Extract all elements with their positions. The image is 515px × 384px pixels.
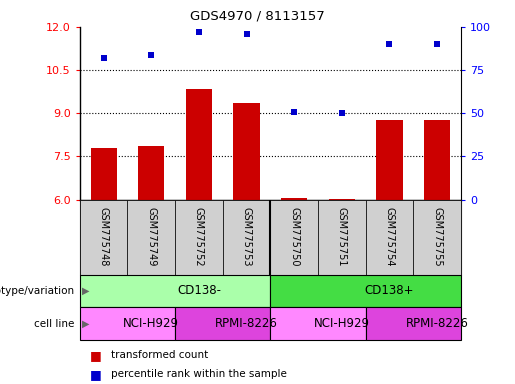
Text: CD138-: CD138- [177, 285, 221, 297]
Bar [233, 103, 260, 200]
Text: GSM775748: GSM775748 [99, 207, 109, 267]
Point [147, 51, 156, 58]
Text: GDS4970 / 8113157: GDS4970 / 8113157 [190, 10, 325, 23]
Bar [186, 89, 212, 200]
Text: GSM775753: GSM775753 [242, 207, 251, 267]
Point [99, 55, 108, 61]
Text: ■: ■ [90, 368, 102, 381]
Text: NCI-H929: NCI-H929 [314, 317, 370, 330]
Text: CD138+: CD138+ [365, 285, 414, 297]
Text: GSM775755: GSM775755 [432, 207, 442, 267]
Point [290, 109, 298, 115]
Bar [376, 121, 403, 200]
Text: GSM775752: GSM775752 [194, 207, 204, 267]
Text: genotype/variation: genotype/variation [0, 286, 75, 296]
Bar [175, 200, 222, 275]
Point [243, 31, 251, 37]
Text: ▶: ▶ [82, 318, 90, 329]
Text: transformed count: transformed count [111, 350, 208, 360]
Text: GSM775749: GSM775749 [146, 207, 156, 267]
Bar [270, 200, 318, 275]
Bar [270, 275, 461, 307]
Text: GSM775750: GSM775750 [289, 207, 299, 267]
Bar [80, 275, 270, 307]
Bar [366, 307, 461, 340]
Bar [80, 307, 175, 340]
Text: ▶: ▶ [82, 286, 90, 296]
Bar [329, 199, 355, 200]
Text: RPMI-8226: RPMI-8226 [406, 317, 469, 330]
Bar [80, 200, 128, 275]
Text: GSM775754: GSM775754 [385, 207, 394, 267]
Point [195, 29, 203, 35]
Bar [281, 198, 307, 200]
Text: GSM775751: GSM775751 [337, 207, 347, 267]
Bar [175, 307, 270, 340]
Point [385, 41, 393, 47]
Bar [424, 121, 450, 200]
Bar [413, 200, 461, 275]
Bar [270, 307, 366, 340]
Bar [138, 146, 164, 200]
Text: cell line: cell line [35, 318, 75, 329]
Text: NCI-H929: NCI-H929 [123, 317, 179, 330]
Text: ■: ■ [90, 349, 102, 362]
Bar [128, 200, 175, 275]
Text: RPMI-8226: RPMI-8226 [215, 317, 278, 330]
Bar [318, 200, 366, 275]
Bar [222, 200, 270, 275]
Bar [366, 200, 413, 275]
Bar [91, 148, 117, 200]
Text: percentile rank within the sample: percentile rank within the sample [111, 369, 287, 379]
Point [433, 41, 441, 47]
Point [338, 110, 346, 116]
